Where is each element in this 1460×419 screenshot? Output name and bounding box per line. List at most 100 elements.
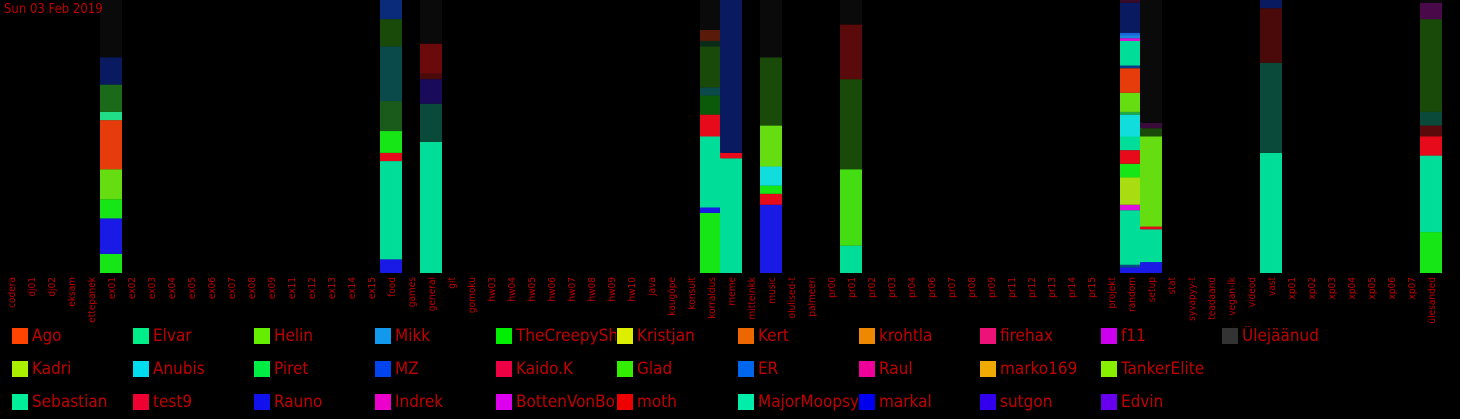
legend-item: TankerElite — [1101, 358, 1204, 380]
category-label: ex07 — [227, 277, 238, 299]
legend-label: Kadri — [32, 359, 72, 379]
category-label: hw07 — [567, 277, 578, 302]
legend-item: sutgon — [980, 391, 1052, 413]
legend-label: marko169 — [1000, 359, 1078, 379]
bar-segment — [1420, 111, 1442, 126]
legend-swatch — [375, 328, 391, 344]
legend-swatch — [133, 394, 149, 410]
legend-item: Glad — [617, 358, 672, 380]
category-label: vegan-lk — [1227, 276, 1238, 316]
legend-item: Kert — [738, 325, 789, 347]
legend-item: Piret — [254, 358, 308, 380]
legend-label: Helin — [274, 326, 314, 346]
bar-segment — [1120, 210, 1142, 265]
bar-segment — [760, 185, 782, 194]
legend-item: BottenVonBot — [496, 391, 616, 413]
bar-segment — [1120, 163, 1142, 178]
bar-segment — [380, 101, 402, 132]
bar-segment — [1120, 111, 1142, 115]
category-label: pr01 — [847, 277, 858, 298]
legend-item: Elvar — [133, 325, 192, 347]
bar-segment — [1120, 177, 1142, 205]
legend-swatch — [859, 328, 875, 344]
category-label: xp01 — [1287, 277, 1298, 299]
legend-swatch — [1222, 328, 1238, 344]
bar-segment — [1420, 136, 1442, 156]
category-label: ex14 — [347, 277, 358, 299]
bar-segment — [420, 103, 442, 142]
legend-swatch — [738, 361, 754, 377]
legend-label: krohtla — [879, 326, 933, 346]
bar-segment — [1120, 32, 1142, 36]
category-label: videod — [1247, 277, 1258, 307]
category-label: food — [387, 277, 398, 297]
legend-swatch — [254, 394, 270, 410]
legend-swatch — [980, 394, 996, 410]
category-label: hw06 — [547, 277, 558, 302]
legend-item: Rauno — [254, 391, 322, 413]
bar-segment — [100, 199, 122, 219]
legend-item: marko169 — [980, 358, 1077, 380]
category-label: pr00 — [827, 277, 838, 298]
bar-segment — [1120, 267, 1142, 273]
category-label: ex09 — [267, 277, 278, 299]
bar-segment — [100, 120, 122, 170]
legend-item: Ago — [12, 325, 62, 347]
bar-segment — [760, 0, 782, 58]
legend-swatch — [12, 394, 28, 410]
legend-item: f11 — [1101, 325, 1146, 347]
category-label: pr09 — [987, 277, 998, 298]
category-label: ex15 — [367, 277, 378, 299]
category-label: ex05 — [187, 277, 198, 299]
category-label: java — [647, 277, 658, 297]
category-label: hw05 — [527, 277, 538, 302]
bar-segment — [1120, 68, 1142, 93]
legend-swatch — [1101, 394, 1117, 410]
bar-segment — [420, 73, 442, 80]
category-label: korraldus — [707, 277, 718, 319]
legend-label: ER — [758, 359, 779, 379]
bar-segment — [1140, 262, 1162, 273]
legend-item: markal — [859, 391, 932, 413]
bar-segment — [840, 245, 862, 273]
bar-segment — [100, 253, 122, 273]
category-label: ettepanek — [87, 276, 98, 323]
category-label: ex06 — [207, 277, 218, 299]
bar-segment — [720, 158, 742, 273]
category-label: pr02 — [867, 277, 878, 298]
category-label: pr03 — [887, 277, 898, 298]
bar-segment — [760, 166, 782, 186]
category-label: ex08 — [247, 277, 258, 299]
bar-segment — [700, 46, 722, 88]
legend-label: MajorMoopsy — [758, 392, 858, 412]
legend-swatch — [254, 328, 270, 344]
legend-item: moth — [617, 391, 677, 413]
category-label: projekt — [1107, 277, 1118, 309]
category-label: pr06 — [927, 277, 938, 298]
legend-item: Ülejäänud — [1222, 325, 1319, 347]
bar-segment — [1120, 65, 1142, 69]
legend-item: MajorMoopsy — [738, 391, 858, 413]
bar-segment — [1120, 204, 1142, 211]
category-label: xp03 — [1327, 277, 1338, 299]
category-label: xp04 — [1347, 277, 1358, 300]
legend-item: ER — [738, 358, 778, 380]
bar-segment — [100, 169, 122, 200]
bar-segment — [420, 43, 442, 74]
legend-swatch — [12, 328, 28, 344]
legend-label: Elvar — [153, 326, 192, 346]
category-label: pr14 — [1067, 277, 1078, 298]
legend-swatch — [375, 361, 391, 377]
legend-label: Indrek — [395, 392, 444, 412]
bar-segment — [700, 0, 722, 31]
category-label: konsult — [687, 277, 698, 310]
bar-segment — [1420, 155, 1442, 233]
bar-segment — [760, 204, 782, 273]
category-label: ex04 — [167, 277, 178, 299]
legend-label: Glad — [637, 359, 673, 379]
bar-segment — [720, 0, 742, 153]
bar-segment — [1140, 229, 1162, 263]
legend-item: firehax — [980, 325, 1053, 347]
bar-segment — [840, 169, 862, 246]
legend-label: firehax — [1000, 326, 1054, 346]
